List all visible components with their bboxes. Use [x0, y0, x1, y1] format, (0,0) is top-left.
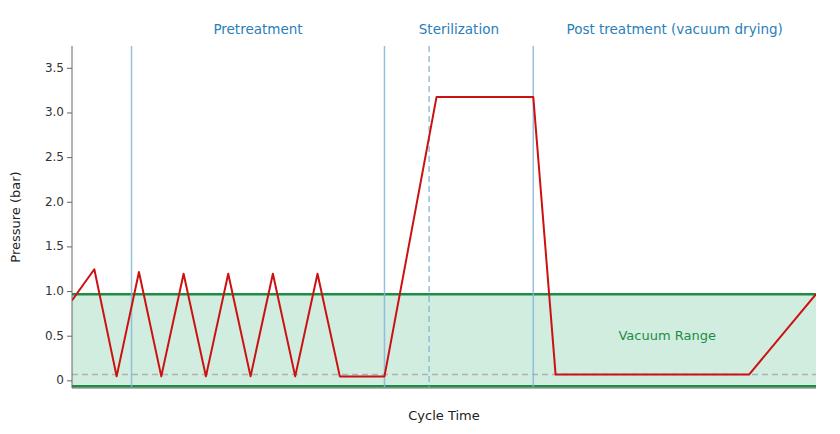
chart: 0 0.5 1.0 1.5 2.0 2.5 3.0 3.5 Cycle Time Pressure… [0, 0, 840, 434]
reference-hline [72, 385, 816, 388]
plot-area [72, 46, 816, 388]
y-tick-label: 1.5 [45, 239, 64, 253]
y-tick-label: 2.5 [45, 150, 64, 164]
phase-label: Post treatment (vacuum drying) [566, 21, 782, 37]
y-tick [67, 380, 72, 381]
y-tick-label: 3.5 [45, 61, 64, 75]
y-tick-label: 3.0 [45, 105, 64, 119]
phase-vline [384, 46, 386, 388]
y-tick-label: 0 [56, 373, 64, 387]
y-tick [67, 246, 72, 247]
phase-label: Pretreatment [213, 21, 302, 37]
y-tick [67, 68, 72, 69]
y-tick-label: 0.5 [45, 329, 64, 343]
phase-vline [131, 46, 133, 388]
y-axis-label: Pressure (bar) [8, 171, 23, 262]
y-tick-label: 1.0 [45, 284, 64, 298]
band [72, 294, 816, 386]
y-tick-label: 2.0 [45, 195, 64, 209]
pressure-line [72, 97, 816, 376]
y-tick [67, 291, 72, 292]
y-tick [67, 202, 72, 203]
x-axis-line [72, 388, 816, 389]
x-axis-label: Cycle Time [408, 408, 479, 423]
y-tick [67, 336, 72, 337]
annotation: Vacuum Range [618, 328, 715, 343]
reference-hline [72, 293, 816, 296]
y-tick [67, 157, 72, 158]
phase-vline [428, 46, 430, 388]
y-tick [67, 112, 72, 113]
phase-label: Sterilization [419, 21, 499, 37]
